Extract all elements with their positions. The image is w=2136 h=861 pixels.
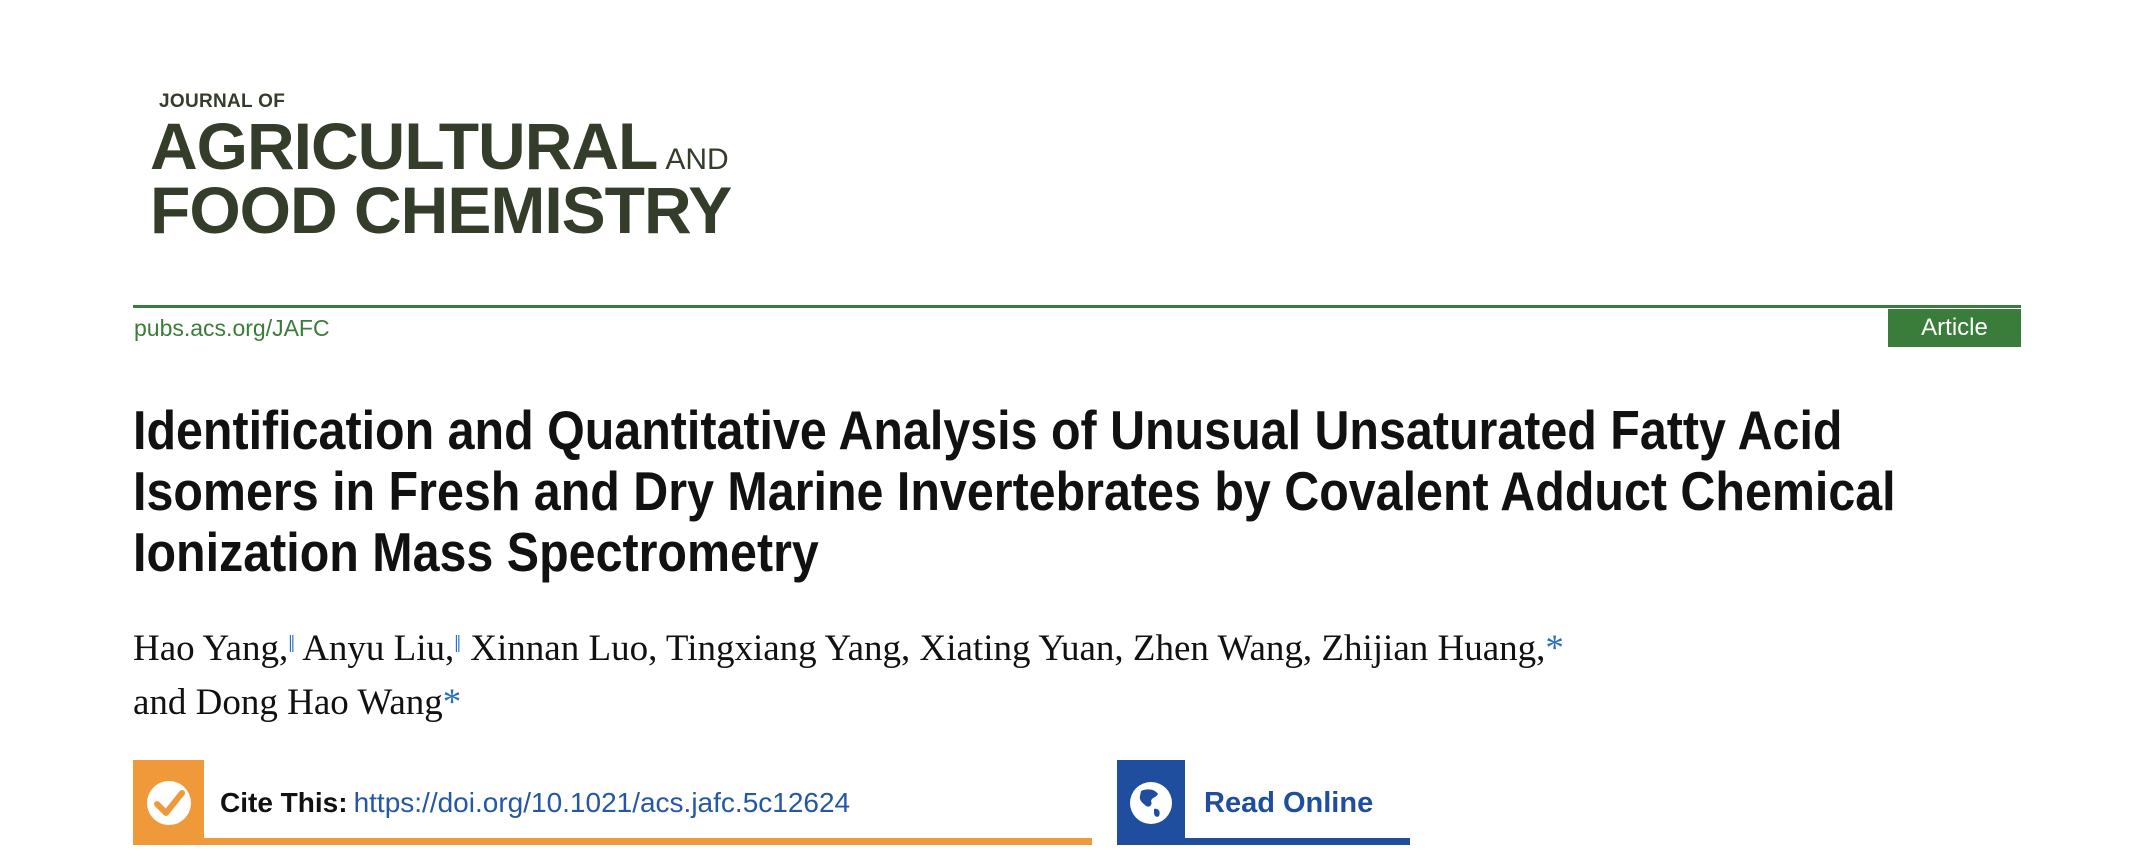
journal-logo-line2: FOOD CHEMISTRY — [150, 173, 732, 247]
cite-label: Cite This: — [220, 787, 348, 818]
logo-word-and: AND — [665, 143, 729, 176]
globe-icon[interactable] — [1117, 760, 1185, 845]
journal-url-link[interactable]: pubs.acs.org/JAFC — [134, 315, 330, 341]
read-online-link[interactable]: Read Online — [1204, 787, 1374, 819]
cite-underline — [133, 838, 1092, 845]
corresponding-author-mark[interactable]: * — [442, 682, 462, 723]
article-type-badge: Article — [1888, 309, 2021, 347]
author[interactable]: Anyu Liu, — [302, 628, 455, 669]
cite-this: Cite This: https://doi.org/10.1021/acs.ja… — [220, 786, 850, 820]
journal-logo-line1: AGRICULTURAL AND — [150, 113, 729, 190]
article-title: Identification and Quantitative Analysis… — [133, 399, 1896, 583]
corresponding-author-mark[interactable]: * — [1545, 628, 1564, 669]
journal-logo-prefix: JOURNAL OF — [159, 91, 286, 112]
author[interactable]: Hao Yang, — [133, 628, 289, 669]
equal-contribution-mark: ‖ — [454, 632, 462, 658]
read-online-underline — [1117, 838, 1410, 845]
logo-word-agricultural: AGRICULTURAL — [150, 109, 658, 183]
doi-link[interactable]: https://doi.org/10.1021/acs.jafc.5c12624 — [353, 787, 851, 818]
header-divider — [133, 305, 2021, 308]
checkmark-icon[interactable] — [133, 760, 204, 845]
author[interactable]: and Dong Hao Wang — [133, 682, 443, 723]
author[interactable]: Xinnan Luo, Tingxiang Yang, Xiating Yuan… — [470, 628, 1546, 669]
equal-contribution-mark: ‖ — [288, 632, 295, 658]
author-list: Hao Yang,‖ Anyu Liu,‖ Xinnan Luo, Tingxi… — [133, 622, 2033, 730]
